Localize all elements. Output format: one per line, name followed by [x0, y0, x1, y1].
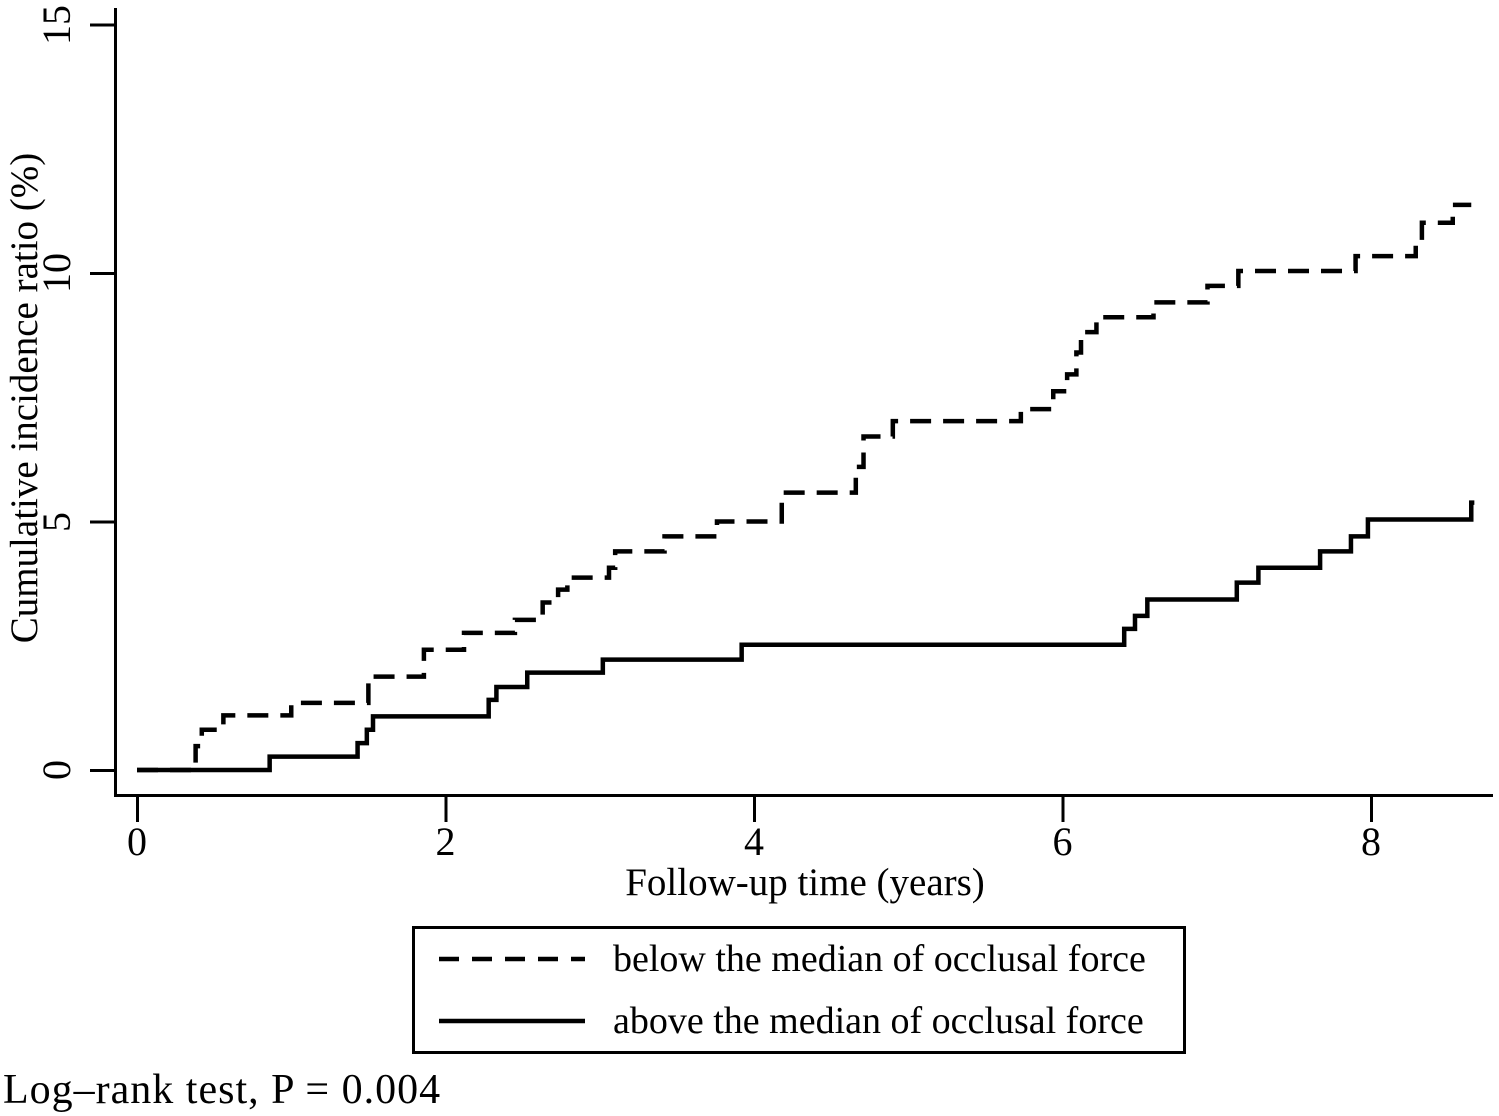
legend-item-above-median: above the median of occlusal force — [437, 996, 1183, 1046]
y-tick-label: 15 — [33, 4, 79, 45]
x-axis-title: Follow-up time (years) — [625, 861, 985, 904]
legend-label-below-median: below the median of occlusal force — [613, 938, 1146, 980]
x-tick-label: 4 — [744, 819, 764, 864]
x-tick-label: 8 — [1361, 819, 1381, 864]
y-tick-label: 10 — [33, 253, 79, 293]
x-tick-label: 6 — [1052, 819, 1073, 864]
x-tick-label: 2 — [435, 819, 456, 864]
x-tick-label: 0 — [127, 819, 147, 864]
series-dashed-curve — [137, 202, 1472, 773]
solid-line-sample — [439, 1018, 585, 1024]
legend-item-below-median: below the median of occlusal force — [437, 934, 1183, 984]
dashed-line-sample — [439, 956, 585, 962]
logrank-annotation: Log–rank test, P = 0.004 — [3, 1067, 442, 1113]
legend-label-above-median: above the median of occlusal force — [613, 1000, 1144, 1042]
legend: below the median of occlusal force above… — [412, 926, 1186, 1054]
y-tick-label: 5 — [33, 511, 79, 532]
y-axis-title: Cumulative incidence ratio (%) — [3, 152, 46, 644]
y-tick-label: 0 — [33, 760, 79, 780]
series-solid-curve — [137, 500, 1475, 773]
